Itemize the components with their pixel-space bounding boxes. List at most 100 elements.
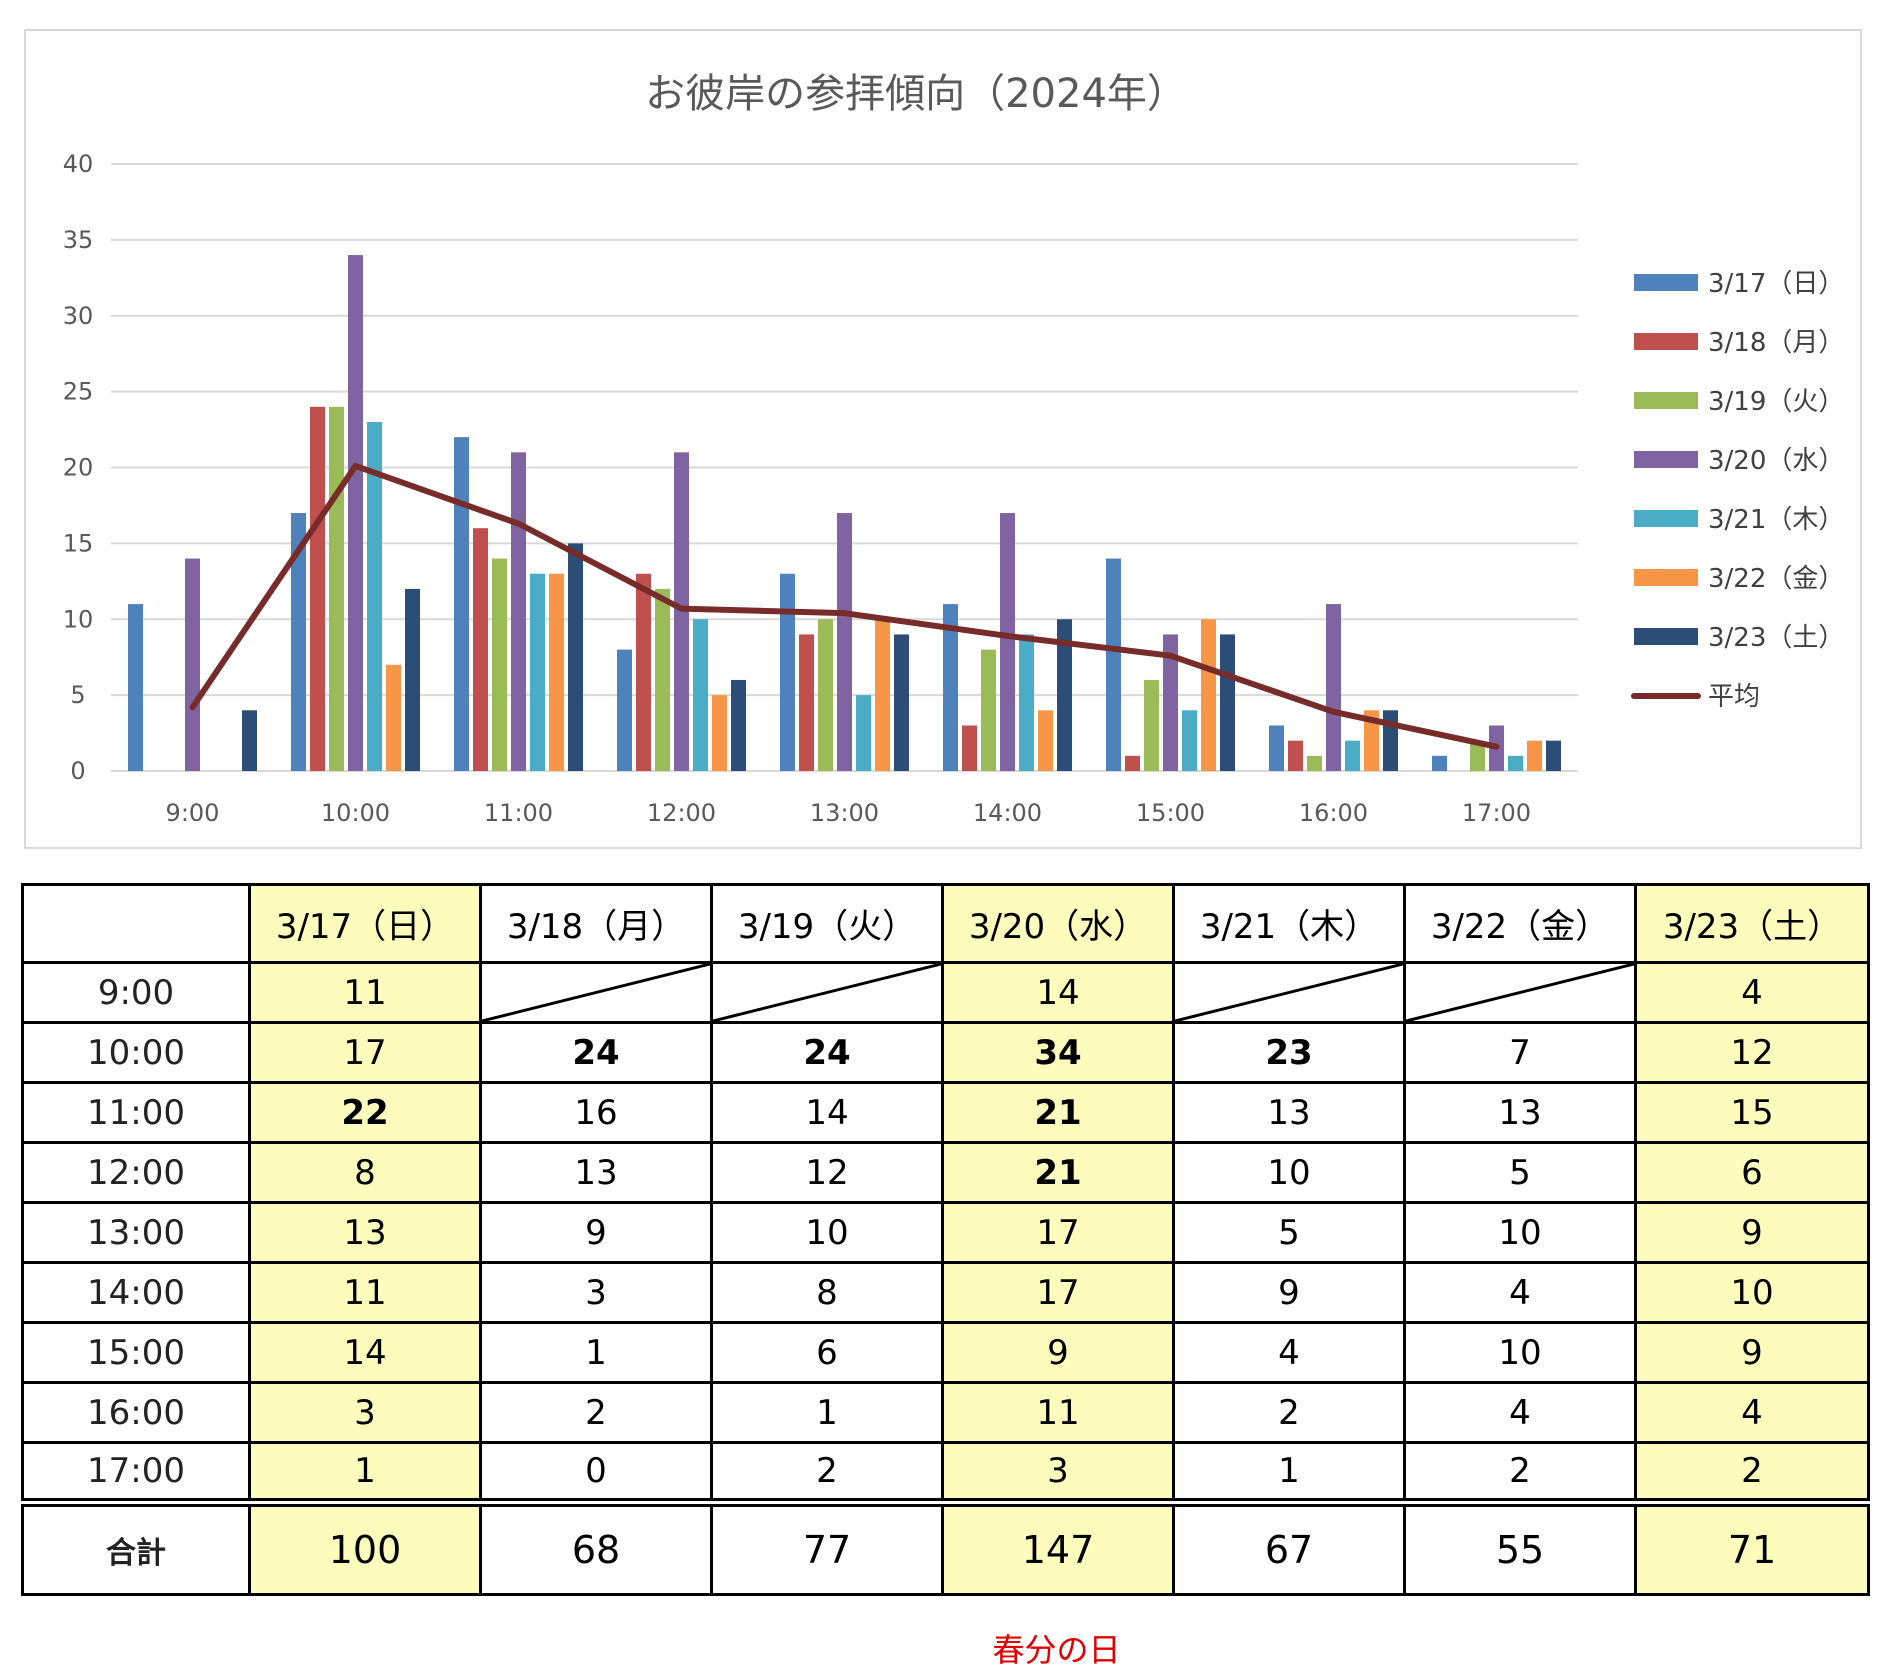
y-tick-label: 15 [63,529,94,557]
column-header: 3/19（火） [710,883,944,964]
bar [981,649,996,771]
bar [962,725,977,771]
bar [549,573,564,771]
bar [1182,710,1197,771]
data-cell: 4 [1403,1381,1637,1444]
data-cell: 2 [1403,1441,1637,1504]
legend-label: 3/23（土） [1708,623,1844,653]
bar [185,558,200,771]
bar [128,604,143,771]
bar [837,513,852,771]
data-cell: 13 [1172,1081,1406,1144]
row-label: 17:00 [21,1441,251,1504]
x-tick-label: 10:00 [321,799,390,827]
data-cell: 11 [248,1261,482,1324]
diagonal-slash [1406,964,1634,1021]
data-cell: 7 [1403,1021,1637,1084]
legend-label: 3/19（火） [1708,387,1844,417]
y-tick-label: 5 [70,681,85,709]
x-tick-label: 13:00 [810,799,879,827]
legend-label: 3/22（金） [1708,564,1844,594]
total-cell: 71 [1634,1498,1870,1596]
data-cell: 10 [710,1201,944,1264]
legend-swatch [1634,451,1698,468]
bar [568,543,583,771]
bar [856,695,871,771]
diagonal-slash [482,964,710,1021]
data-cell: 17 [248,1021,482,1084]
chart-title: お彼岸の参拝傾向（2024年） [645,71,1187,117]
bar [1269,725,1284,771]
bar [1307,755,1322,771]
data-cell: 1 [479,1321,713,1384]
legend-label: 3/17（日） [1708,269,1844,299]
data-cell: 21 [941,1081,1175,1144]
table-header-row: 3/17（日） 3/18（月） 3/19（火） 3/20（水） 3/21（木） 3/22（… [21,883,1870,964]
data-cell: 13 [1403,1081,1637,1144]
data-cell: 17 [941,1261,1175,1324]
bar [386,664,401,771]
data-cell: 15 [1634,1081,1870,1144]
column-header: 3/21（木） [1172,883,1406,964]
diagonal-slash [713,964,941,1021]
column-header: 3/20（水） [941,883,1175,964]
legend-label: 3/20（水） [1708,446,1844,476]
bar [291,513,306,771]
data-cell: 4 [1634,1381,1870,1444]
bar-layer [128,255,1561,772]
table-row: 11:00 22 16 14 21 13 13 15 [21,1081,1870,1144]
data-cell: 6 [710,1321,944,1384]
data-cell: 2 [1634,1441,1870,1504]
data-cell: 14 [248,1321,482,1384]
table-row: 16:00 3 2 1 11 2 4 4 [21,1381,1870,1444]
data-cell: 10 [1403,1201,1637,1264]
legend-swatch [1634,569,1698,586]
data-cell: 2 [710,1441,944,1504]
legend-label: 3/18（月） [1708,328,1844,358]
diagonal-slash [1175,964,1403,1021]
legend-swatch [1634,392,1698,409]
y-tick-label: 30 [63,302,94,330]
bar [1038,710,1053,771]
bar [1470,740,1485,771]
y-tick-label: 0 [70,757,85,785]
data-cell: 1 [710,1381,944,1444]
data-cell: 13 [479,1141,713,1204]
row-label: 10:00 [21,1021,251,1084]
data-cell: 5 [1172,1201,1406,1264]
x-tick-label: 12:00 [647,799,716,827]
row-label: 11:00 [21,1081,251,1144]
data-cell: 8 [248,1141,482,1204]
data-cell: 10 [1634,1261,1870,1324]
empty-cell [1403,961,1637,1024]
table-row: 10:00 17 24 24 34 23 7 12 [21,1021,1870,1084]
x-tick-label: 17:00 [1462,799,1531,827]
bar [780,573,795,771]
bar [693,619,708,771]
data-cell: 1 [1172,1441,1406,1504]
data-cell: 10 [1172,1141,1406,1204]
data-cell: 9 [1634,1321,1870,1384]
x-tick-label: 11:00 [484,799,553,827]
legend-swatch [1634,333,1698,350]
bar [875,619,890,771]
empty-cell [1172,961,1406,1024]
column-header: 3/18（月） [479,883,713,964]
data-cell: 2 [1172,1381,1406,1444]
legend-label: 平均 [1708,682,1760,712]
data-cell: 21 [941,1141,1175,1204]
bar [1546,740,1561,771]
total-label: 合計 [21,1498,251,1596]
total-cell: 147 [941,1498,1175,1596]
data-cell: 8 [710,1261,944,1324]
data-cell: 9 [479,1201,713,1264]
row-label: 16:00 [21,1381,251,1444]
data-cell: 16 [479,1081,713,1144]
bar [454,437,469,771]
average-line-layer [189,462,1500,750]
axis-layer: 0 5 10 15 20 25 30 35 40 9:00 10:00 11:00 12:00 13:00… [63,150,1531,827]
data-cell: 9 [1172,1261,1406,1324]
data-cell: 12 [710,1141,944,1204]
chart-svg: お彼岸の参拝傾向（2024年） 0 5 10 15 20 25 30 35 40 9:00 10:0… [63,71,1845,827]
data-cell: 9 [941,1321,1175,1384]
